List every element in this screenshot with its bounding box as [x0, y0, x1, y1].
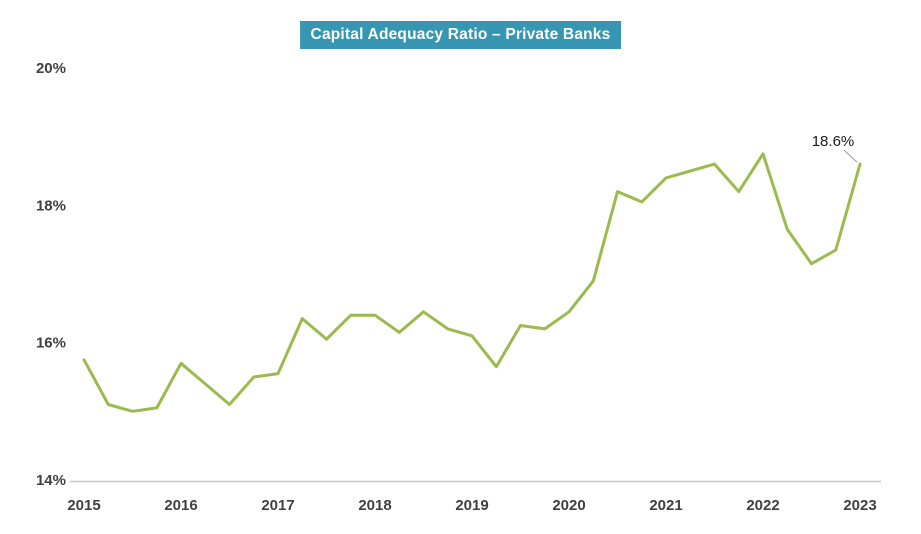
series-line [82, 152, 862, 413]
y-tick-label: 20% [36, 60, 66, 77]
data-annotation: 18.6% [812, 133, 855, 150]
x-tick-label: 2016 [164, 497, 197, 514]
x-tick-label: 2021 [649, 497, 682, 514]
y-tick-label: 14% [36, 472, 66, 489]
annotation-leader-line [843, 149, 858, 163]
y-tick-label: 16% [36, 335, 66, 352]
x-tick-label: 2018 [358, 497, 391, 514]
y-tick-label: 18% [36, 197, 66, 214]
x-tick-label: 2015 [67, 497, 100, 514]
x-tick-label: 2023 [843, 497, 876, 514]
chart-title: Capital Adequacy Ratio – Private Banks [299, 21, 622, 49]
x-tick-label: 2020 [552, 497, 585, 514]
x-tick-label: 2019 [455, 497, 488, 514]
x-tick-label: 2022 [746, 497, 779, 514]
x-tick-label: 2017 [261, 497, 294, 514]
